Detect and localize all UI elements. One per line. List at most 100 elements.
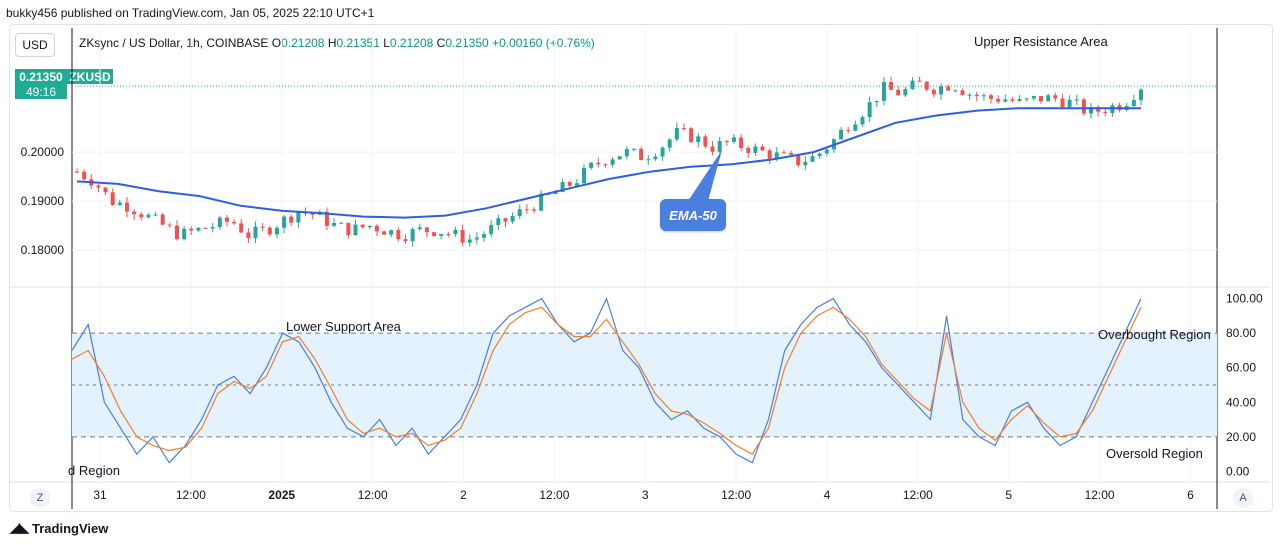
candle-body	[789, 152, 794, 155]
candle-body	[960, 90, 965, 95]
auto-scale-button[interactable]: A	[1233, 488, 1253, 508]
candle-body	[153, 214, 158, 216]
stoch-tick-label: 0.00	[1226, 464, 1250, 478]
candle-body	[253, 226, 258, 239]
x-tick-label: 12:00	[721, 488, 751, 502]
candle-body	[1096, 107, 1101, 112]
candle-body	[560, 182, 565, 192]
candle-body	[931, 89, 936, 95]
ema-callout: EMA-50	[660, 199, 726, 231]
candle-body	[860, 117, 865, 125]
currency-button[interactable]: USD	[15, 33, 55, 57]
candle-body	[110, 192, 115, 205]
candle-body	[653, 156, 658, 160]
lower-support-label: Lower Support Area	[286, 319, 401, 334]
tradingview-footer[interactable]: ◢◣ TradingView	[10, 520, 108, 536]
candle-body	[210, 227, 215, 229]
timezone-button[interactable]: Z	[30, 488, 50, 508]
candle-body	[967, 94, 972, 96]
candle-body	[574, 183, 579, 186]
candle-body	[717, 141, 722, 152]
candle-body	[524, 209, 529, 211]
candle-body	[1039, 96, 1044, 102]
close-value: 0.21350	[445, 36, 489, 50]
candle-body	[474, 237, 479, 240]
candle-body	[567, 182, 572, 186]
candle-body	[974, 94, 979, 97]
candle-body	[810, 156, 815, 162]
candle-body	[339, 222, 344, 224]
candle-body	[439, 234, 444, 236]
candle-body	[739, 137, 744, 149]
candle-body	[946, 86, 951, 91]
x-tick-label: 6	[1187, 488, 1194, 502]
open-value: 0.21208	[281, 36, 325, 50]
candle-body	[289, 216, 294, 223]
candle-body	[417, 227, 422, 230]
candle-body	[224, 217, 229, 222]
candle-body	[446, 234, 451, 236]
candle-body	[610, 159, 615, 165]
candle-body	[703, 136, 708, 147]
candle-body	[196, 227, 201, 231]
candle-body	[824, 149, 829, 154]
tradingview-logo-icon: ◢◣	[10, 520, 29, 535]
x-tick-label: 12:00	[903, 488, 933, 502]
candle-body	[731, 137, 736, 142]
stoch-tick-label: 100.00	[1226, 292, 1263, 306]
candle-body	[403, 239, 408, 242]
price-tick-label: 0.18000	[21, 243, 65, 257]
candle-body	[353, 224, 358, 236]
candle-body	[939, 86, 944, 95]
candle-body	[596, 162, 601, 165]
candle-body	[767, 150, 772, 159]
x-tick-label: 12:00	[1085, 488, 1115, 502]
candle-body	[396, 230, 401, 240]
x-tick-label: 2	[460, 488, 467, 502]
candle-body	[553, 191, 558, 195]
candle-body	[903, 89, 908, 96]
candle-body	[1031, 96, 1036, 99]
candle-body	[510, 216, 515, 222]
candle-body	[846, 129, 851, 131]
ema-line	[76, 107, 1141, 219]
candle-body	[1053, 95, 1058, 99]
candle-body	[774, 152, 779, 159]
candle-body	[310, 212, 315, 215]
candle-body	[75, 171, 79, 173]
oversold-label: Oversold Region	[1106, 446, 1203, 461]
candle-body	[896, 89, 901, 96]
candle-body	[539, 193, 544, 211]
stoch-tick-label: 80.00	[1226, 326, 1256, 340]
candle-body	[617, 156, 622, 160]
candle-body	[981, 95, 986, 97]
candle-body	[746, 148, 751, 153]
symbol-legend: ZKsync / US Dollar, 1h, COINBASE O0.2120…	[79, 36, 595, 50]
candle-body	[260, 226, 265, 228]
candle-body	[781, 152, 786, 154]
candle-body	[239, 223, 244, 233]
candle-body	[382, 231, 387, 235]
chart-frame	[9, 24, 1273, 512]
candle-body	[324, 211, 329, 226]
x-tick-label: 4	[824, 488, 831, 502]
candle-body	[374, 225, 379, 232]
stoch-k-line	[71, 296, 1142, 464]
ema-callout-pointer	[688, 150, 722, 201]
candle-body	[874, 100, 879, 103]
x-tick-label: 12:00	[539, 488, 569, 502]
candle-body	[1017, 99, 1022, 101]
change-value: +0.00160 (+0.76%)	[492, 36, 595, 50]
clipped-region-label: d Region	[68, 463, 121, 478]
footer-brand: TradingView	[32, 520, 109, 536]
candle-body	[232, 221, 237, 224]
candle-body	[174, 225, 179, 240]
candle-body	[296, 212, 301, 223]
candle-body	[346, 222, 351, 236]
candle-body	[1003, 99, 1008, 102]
candle-body	[724, 141, 729, 143]
candle-body	[889, 81, 894, 90]
candle-body	[124, 202, 129, 212]
upper-resistance-label: Upper Resistance Area	[974, 34, 1108, 49]
